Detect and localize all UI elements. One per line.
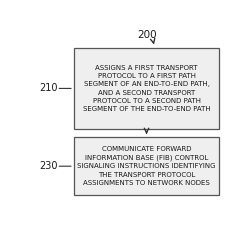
FancyBboxPatch shape	[74, 48, 219, 129]
FancyBboxPatch shape	[74, 137, 219, 195]
Text: COMMUNICATE FORWARD
INFORMATION BASE (FIB) CONTROL
SIGNALING INSTRUCTIONS IDENTI: COMMUNICATE FORWARD INFORMATION BASE (FI…	[77, 146, 216, 186]
Text: ASSIGNS A FIRST TRANSPORT
PROTOCOL TO A FIRST PATH
SEGMENT OF AN END-TO-END PATH: ASSIGNS A FIRST TRANSPORT PROTOCOL TO A …	[83, 65, 210, 112]
Text: 230: 230	[40, 161, 58, 171]
Text: 210: 210	[40, 83, 58, 94]
Text: 200: 200	[138, 30, 157, 40]
